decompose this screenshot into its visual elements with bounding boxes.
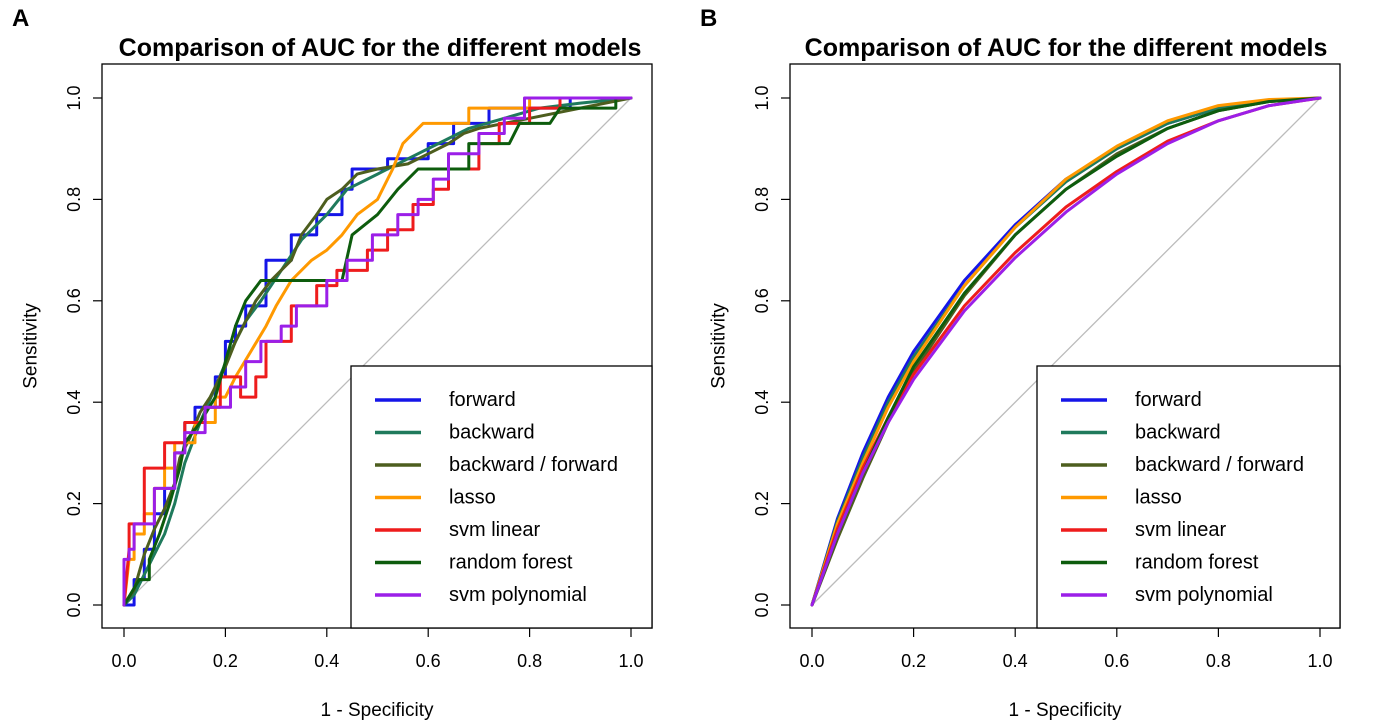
y-tick-label: 0.2: [752, 491, 772, 516]
y-tick-label: 0.6: [64, 288, 84, 313]
legend-label: backward / forward: [1135, 454, 1304, 476]
legend-label: backward: [1135, 422, 1221, 444]
y-axis-label: Sensitivity: [709, 303, 730, 389]
reference-diagonal: [811, 97, 1321, 606]
x-axis-label: 1 - Specificity: [1009, 700, 1122, 721]
x-axis-label: 1 - Specificity: [321, 700, 434, 721]
y-tick-label: 1.0: [752, 85, 772, 110]
y-tick-label: 0.0: [752, 592, 772, 617]
x-tick-label: 0.4: [1003, 651, 1028, 671]
legend-label: svm linear: [1135, 519, 1226, 541]
x-tick-label: 0.0: [799, 651, 824, 671]
series-line-svm-polynomial: [122, 96, 633, 607]
legend-label: random forest: [449, 552, 573, 574]
x-tick-label: 0.8: [517, 651, 542, 671]
panel-letter: A: [12, 5, 29, 32]
x-tick-label: 1.0: [618, 651, 643, 671]
series-group: [122, 96, 633, 607]
legend-label: lasso: [1135, 487, 1182, 509]
legend-label: svm polynomial: [1135, 584, 1273, 606]
series-line-random-forest: [122, 96, 633, 607]
y-tick-label: 0.2: [64, 491, 84, 516]
panel-a: A Comparison of AUC for the different mod…: [12, 5, 653, 721]
x-tick-label: 0.6: [1104, 651, 1129, 671]
panel-b: B Comparison of AUC for the different mod…: [700, 5, 1341, 721]
x-tick-label: 0.6: [416, 651, 441, 671]
y-tick-label: 0.6: [752, 288, 772, 313]
series-group: [810, 96, 1322, 607]
x-tick-label: 1.0: [1307, 651, 1332, 671]
legend-label: forward: [449, 389, 516, 411]
legend-label: backward / forward: [449, 454, 618, 476]
legend-label: backward: [449, 422, 535, 444]
chart-title: Comparison of AUC for the different mode…: [805, 34, 1328, 62]
legend-label: random forest: [1135, 552, 1259, 574]
y-tick-label: 0.8: [752, 187, 772, 212]
x-tick-label: 0.8: [1206, 651, 1231, 671]
y-tick-label: 0.0: [64, 592, 84, 617]
series-line-svm-polynomial: [810, 96, 1322, 607]
chart-title: Comparison of AUC for the different mode…: [119, 34, 642, 62]
y-tick-label: 0.8: [64, 187, 84, 212]
y-tick-label: 0.4: [752, 390, 772, 415]
legend-label: forward: [1135, 389, 1202, 411]
panel-letter: B: [700, 5, 717, 32]
y-tick-label: 0.4: [64, 390, 84, 415]
reference-diagonal: [123, 97, 632, 606]
x-tick-label: 0.2: [901, 651, 926, 671]
series-line-lasso: [810, 96, 1322, 607]
x-tick-label: 0.4: [314, 651, 339, 671]
legend-label: svm polynomial: [449, 584, 587, 606]
x-tick-label: 0.0: [111, 651, 136, 671]
legend-label: lasso: [449, 487, 496, 509]
y-axis-label: Sensitivity: [21, 303, 42, 389]
legend-label: svm linear: [449, 519, 540, 541]
x-tick-label: 0.2: [213, 651, 238, 671]
y-tick-label: 1.0: [64, 85, 84, 110]
